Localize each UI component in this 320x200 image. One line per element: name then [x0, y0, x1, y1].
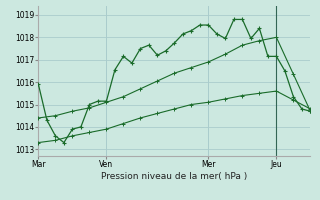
X-axis label: Pression niveau de la mer( hPa ): Pression niveau de la mer( hPa ) — [101, 172, 248, 181]
